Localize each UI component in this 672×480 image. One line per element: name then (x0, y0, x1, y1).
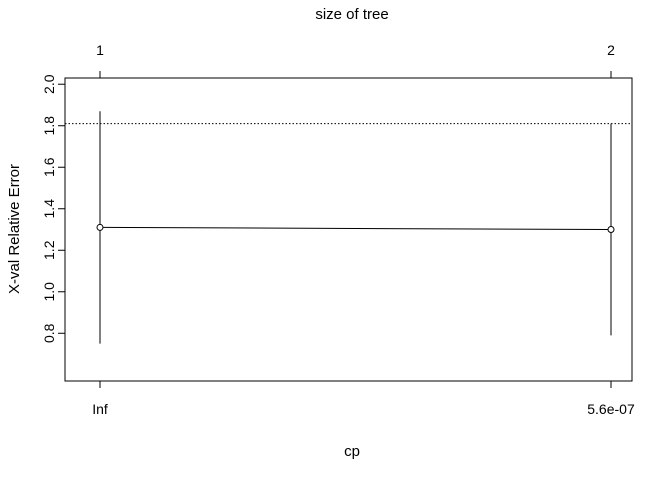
y-tick-label: 2.0 (41, 74, 57, 94)
y-tick-label: 1.4 (41, 199, 57, 219)
data-point (96, 223, 104, 231)
y-tick-label: 1.0 (41, 282, 57, 302)
chart-marks: 0.8 1.0 1.2 1.4 1.6 1.8 2.0 Inf 5.6e-07 1 2 (41, 42, 635, 417)
top-tick-label: 2 (607, 42, 615, 58)
y-tick-label: 1.6 (41, 157, 57, 177)
top-tick-label: 1 (96, 42, 104, 58)
series-line (102, 226, 609, 230)
y-tick-label: 1.8 (41, 116, 57, 136)
x-axis-title: cp (344, 443, 360, 460)
x-tick-label: Inf (92, 401, 108, 417)
y-axis-title: X-val Relative Error (6, 164, 23, 294)
top-axis-title: size of tree (315, 6, 388, 23)
data-point (607, 226, 615, 233)
y-tick-label: 0.8 (41, 323, 57, 343)
x-tick-label: 5.6e-07 (587, 401, 635, 417)
y-tick-label: 1.2 (41, 240, 57, 260)
